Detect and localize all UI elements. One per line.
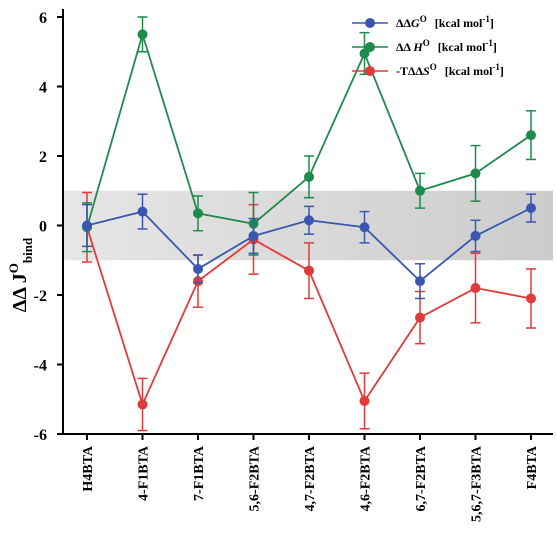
- data-point: [526, 293, 536, 304]
- data-point: [359, 395, 370, 406]
- data-point: [415, 276, 425, 287]
- data-point: [415, 185, 425, 196]
- shaded-band: [63, 190, 553, 261]
- data-point: [137, 29, 148, 40]
- x-tick-label: 4-F1BTA: [137, 445, 152, 501]
- data-point: [470, 168, 481, 179]
- legend-item-2: -TΔΔSO [kcal mol-1]: [352, 62, 504, 78]
- legend-item-0: ΔΔGO [kcal mol-1]: [352, 14, 494, 30]
- data-point: [137, 399, 148, 410]
- y-tick-label: -4: [34, 358, 47, 375]
- y-axis-label: ΔΔ JObind: [6, 237, 35, 312]
- y-tick-label: 0: [39, 219, 47, 236]
- y-tick-label: 2: [39, 149, 47, 166]
- data-point: [415, 312, 425, 323]
- data-point: [82, 220, 92, 231]
- data-point: [248, 230, 259, 241]
- legend-label: -TΔΔSO [kcal mol-1]: [396, 62, 504, 78]
- y-tick-label: -2: [34, 288, 47, 305]
- legend-label: ΔΔ HO [kcal mol-1]: [396, 38, 497, 54]
- data-point: [470, 283, 481, 294]
- x-tick-label: 5,6-F2BTA: [248, 445, 263, 511]
- y-tick-label: 6: [39, 10, 47, 27]
- x-tick-label: H4BTA: [81, 445, 96, 492]
- x-tick-label: 7-F1BTA: [192, 445, 207, 501]
- legend-marker: [365, 66, 375, 76]
- data-point: [304, 171, 314, 182]
- data-point: [470, 230, 481, 241]
- x-tick-label: F4BTA: [525, 445, 540, 489]
- series-0: [82, 193, 536, 300]
- legend-item-1: ΔΔ HO [kcal mol-1]: [352, 38, 497, 54]
- x-tick-label: 4,7-F2BTA: [303, 445, 318, 511]
- data-point: [193, 263, 203, 274]
- data-point: [359, 222, 370, 233]
- data-point: [193, 208, 203, 219]
- data-point: [526, 130, 536, 141]
- y-tick-label: -6: [34, 427, 47, 444]
- data-point: [304, 215, 314, 226]
- x-tick-label: 4,6-F2BTA: [359, 445, 374, 511]
- y-tick-label: 4: [39, 80, 47, 97]
- data-point: [304, 265, 314, 276]
- data-point: [526, 203, 536, 214]
- legend-marker: [365, 18, 375, 28]
- data-point: [137, 206, 148, 217]
- legend-marker: [365, 42, 375, 52]
- legend-label: ΔΔGO [kcal mol-1]: [396, 14, 494, 30]
- x-tick-label: 5,6,7-F3BTA: [470, 445, 485, 522]
- x-tick-label: 6,7-F2BTA: [414, 445, 429, 511]
